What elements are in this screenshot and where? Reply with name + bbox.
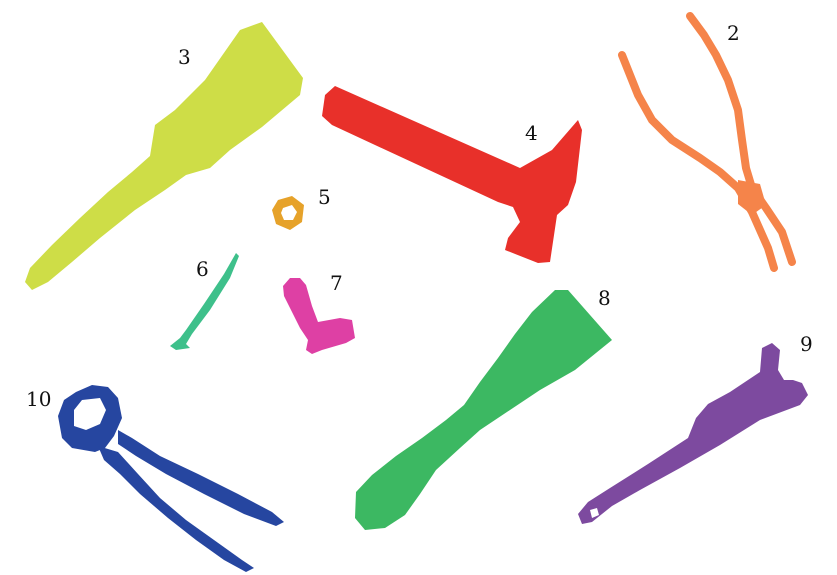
nippers-handle-left [98, 446, 254, 572]
label-6: 6 [196, 257, 209, 281]
hammer-icon [322, 86, 582, 263]
pliers-joint [738, 180, 766, 215]
nippers-handle-right [118, 430, 284, 526]
label-10: 10 [26, 387, 51, 411]
spatula-icon [355, 290, 612, 530]
bolt-shape [283, 278, 355, 354]
screw-icon [170, 253, 239, 350]
nippers-head [58, 385, 122, 452]
label-4: 4 [525, 121, 538, 145]
bolt-icon [283, 278, 355, 354]
wrench-icon [578, 343, 808, 524]
label-9: 9 [800, 332, 813, 356]
paintbrush-icon [25, 22, 303, 290]
screw-shape [170, 253, 239, 350]
spatula-shape [355, 290, 612, 530]
hex-nut-icon [272, 196, 304, 230]
brush-shape [25, 22, 303, 290]
pliers-handle-left [618, 51, 778, 272]
label-8: 8 [598, 286, 611, 310]
pliers-icon [618, 12, 796, 272]
wrench-shape [578, 343, 808, 524]
label-2: 2 [727, 21, 740, 45]
end-nippers-icon [58, 385, 284, 572]
label-5: 5 [318, 185, 331, 209]
label-7: 7 [330, 271, 343, 295]
nut-shape [272, 196, 304, 230]
label-3: 3 [178, 45, 191, 69]
hammer-shape [322, 86, 582, 263]
pliers-handle-right [686, 12, 796, 266]
